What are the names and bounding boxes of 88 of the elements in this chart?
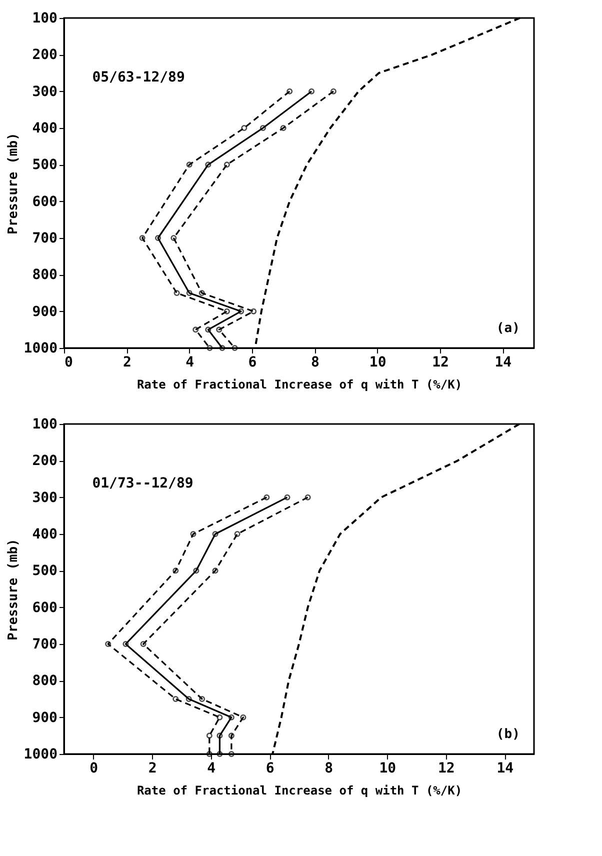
point	[186, 696, 192, 702]
point	[206, 345, 213, 351]
x-tick-label: 12	[438, 760, 455, 776]
x-tick-label: 10	[379, 760, 396, 776]
x-tick-label: 4	[186, 354, 194, 370]
point	[155, 235, 161, 241]
point	[250, 308, 257, 314]
point	[240, 714, 246, 720]
point	[286, 88, 293, 94]
x-axis-title: Rate of Fractional Increase of q with T (%/K)	[136, 378, 462, 392]
x-tick-label: 0	[64, 354, 73, 370]
y-tick-label: 800	[32, 673, 58, 690]
point	[205, 162, 212, 168]
point	[232, 345, 238, 351]
y-tick-label: 300	[32, 84, 58, 100]
x-tick-label: 12	[432, 354, 449, 370]
point	[172, 568, 179, 574]
y-axis-title: Pressure (mb)	[6, 132, 21, 234]
point	[174, 290, 180, 296]
y-tick-label: 700	[32, 230, 58, 246]
point	[238, 308, 244, 314]
point	[198, 290, 205, 296]
point	[170, 235, 177, 241]
y-tick-label: 600	[32, 194, 58, 210]
point	[234, 531, 240, 537]
x-tick-label: 14	[496, 760, 514, 776]
point	[193, 568, 200, 574]
y-tick-label: 200	[32, 47, 58, 64]
point	[330, 88, 336, 94]
point	[190, 531, 196, 537]
point	[140, 641, 146, 647]
y-tick-label: 400	[32, 526, 58, 542]
y-tick-label: 1000	[24, 340, 58, 356]
point	[105, 641, 112, 647]
x-tick-label: 6	[248, 354, 257, 370]
point	[264, 494, 270, 500]
point	[186, 290, 192, 296]
point	[206, 751, 212, 757]
annotation: 05/63-12/89	[92, 69, 185, 86]
point	[280, 125, 286, 131]
point	[216, 326, 222, 333]
annotation: (b)	[496, 727, 520, 742]
point	[260, 125, 266, 131]
point	[205, 326, 212, 333]
y-tick-label: 1000	[24, 746, 58, 762]
x-tick-label: 0	[90, 760, 98, 776]
x-tick-label: 10	[369, 354, 386, 370]
point	[216, 732, 223, 739]
point	[304, 494, 311, 500]
x-tick-label: 6	[266, 760, 274, 776]
point	[212, 531, 218, 537]
point	[172, 696, 179, 702]
point	[228, 732, 234, 739]
x-tick-label: 8	[310, 354, 320, 370]
y-tick-label: 100	[32, 416, 58, 432]
point	[224, 308, 230, 314]
point	[139, 235, 146, 241]
point	[212, 568, 218, 574]
y-tick-label: 200	[32, 453, 58, 470]
annotation: 01/73--12/89	[92, 475, 194, 492]
y-axis-title: Pressure (mb)	[6, 538, 21, 640]
y-tick-label: 400	[32, 120, 58, 136]
y-tick-label: 600	[32, 600, 58, 616]
point	[228, 751, 234, 757]
y-tick-label: 900	[32, 710, 58, 726]
point	[192, 326, 199, 333]
x-tick-label: 2	[122, 354, 132, 370]
x-axis-title: Rate of Fractional Increase of q with T (%/K)	[136, 784, 462, 798]
y-tick-label: 500	[32, 157, 58, 174]
x-tick-label: 8	[324, 760, 334, 776]
y-tick-label: 300	[32, 490, 58, 506]
y-tick-label: 900	[32, 304, 58, 320]
point	[122, 641, 129, 647]
annotation: (a)	[496, 321, 520, 336]
point	[199, 696, 206, 702]
point	[241, 125, 248, 131]
y-tick-label: 100	[32, 10, 58, 26]
y-tick-label: 700	[32, 636, 58, 652]
x-tick-label: 14	[494, 354, 512, 370]
point	[224, 162, 230, 168]
point	[228, 714, 234, 720]
point	[186, 162, 192, 168]
x-tick-label: 2	[148, 760, 157, 776]
x-tick-label: 4	[207, 760, 216, 776]
point	[206, 732, 212, 739]
y-tick-label: 800	[32, 267, 58, 284]
point	[216, 714, 223, 720]
y-tick-label: 500	[32, 563, 58, 580]
